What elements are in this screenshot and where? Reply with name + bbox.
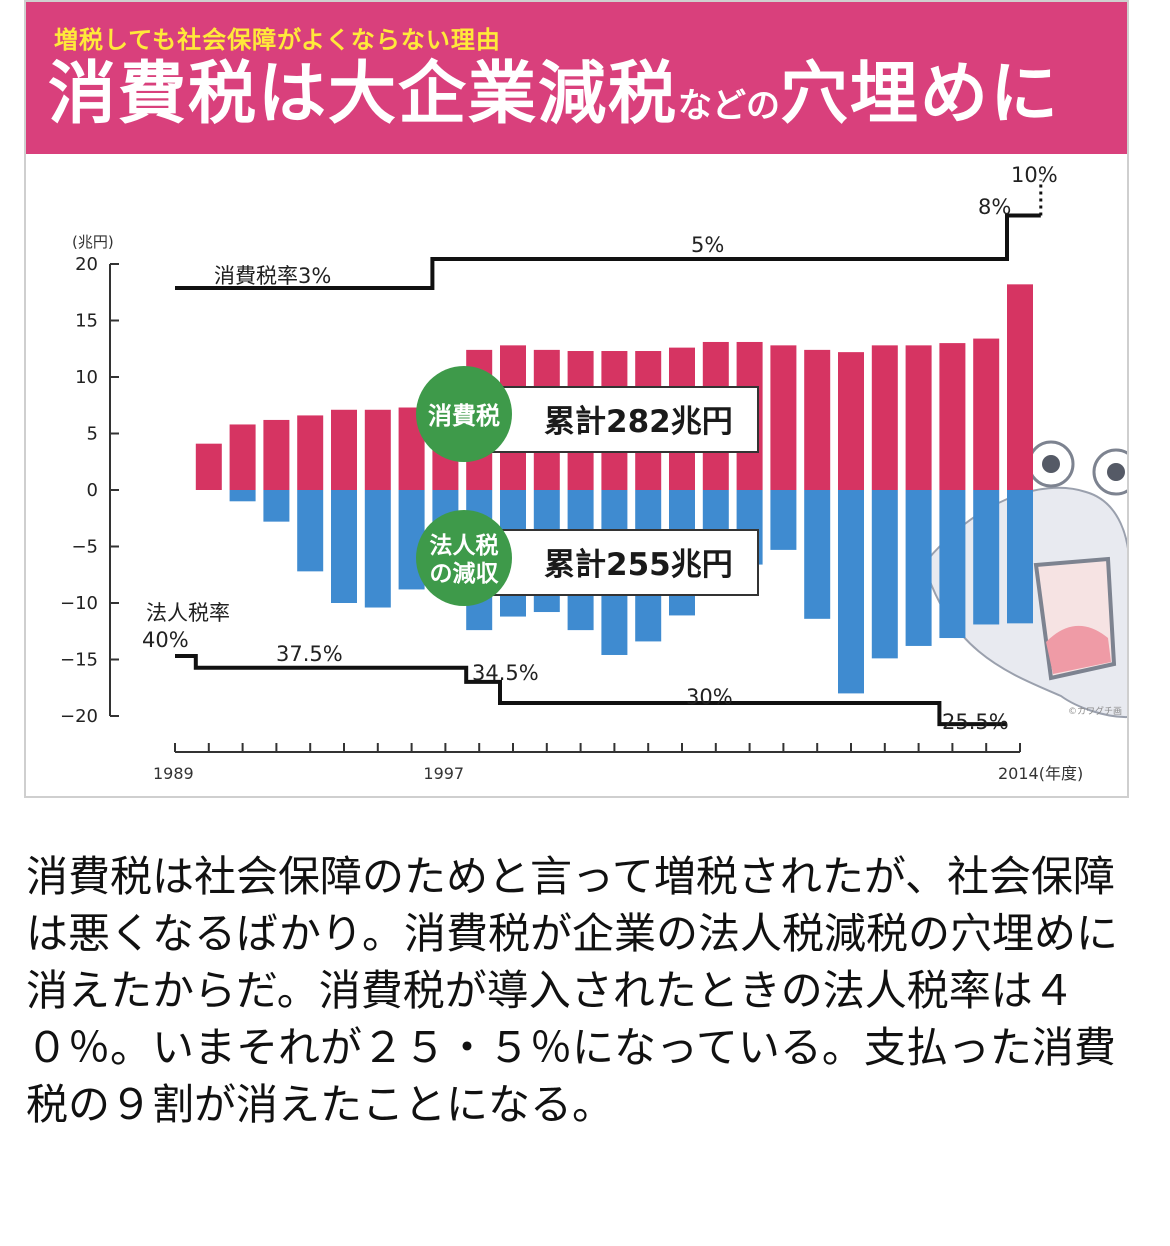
corporate-rate-40-label: 40% [142,628,189,652]
title-part-1: 消費税は大企業減税 [48,55,679,134]
x-tick-label-1989: 1989 [153,764,194,783]
title-part-small: などの [678,86,781,126]
rate-lines-layer [175,179,1043,727]
mascot-pupil-right [1107,463,1125,481]
chart-subtitle: 増税しても社会保障がよくならない理由 [54,26,501,54]
consumption-total-box [481,386,759,453]
corporate-tax-bar-2014 [1007,490,1033,624]
corporate-tax-bar-1995 [364,490,391,608]
corporate-badge-line-1: 法人税 [430,532,499,559]
consumption-tax-bar-1995 [364,409,391,490]
y-tick-label-15: 15 [75,311,98,332]
consumption-rate-8-label: 8% [978,195,1011,219]
consumption-tax-bar-1993 [297,415,324,490]
consumption-tax-bar-2010 [871,345,898,490]
article-caption: 消費税は社会保障のためと言って増税されたが、社会保障は悪くなるばかり。消費税が企… [26,852,1119,1129]
corporate-tax-bar-2011 [905,490,932,646]
y-tick-label-10: 10 [75,367,98,388]
consumption-tax-bar-2012 [939,343,966,490]
y-tick-label--5: −5 [71,537,98,558]
corporate-tax-bar-2013 [973,490,1000,625]
corporate-tax-bar-2008 [804,490,831,619]
corporate-tax-rate-line [175,654,1007,727]
corporate-tax-bar-2009 [838,490,864,694]
consumption-tax-bar-1990 [195,443,222,490]
consumption-tax-bar-1994 [331,409,357,490]
corporate-tax-bar-1994 [331,490,357,603]
mascot-credit: ©カワグチ画 [1068,705,1122,717]
consumption-annotation: 消費税 累計282兆円 [416,366,759,462]
corporate-rate-37-5-label: 37.5% [276,642,343,666]
bars-layer [195,284,1033,694]
corporate-total-label: 累計255兆円 [544,547,733,583]
mascot-pupil-left [1042,455,1060,473]
y-tick-label-5: 5 [87,424,98,445]
consumption-tax-bar-1991 [229,424,256,490]
consumption-tax-bar-2009 [838,352,864,490]
consumption-tax-bar-2011 [905,345,932,490]
corporate-tax-bar-2010 [871,490,898,659]
y-axis-unit: (兆円) [72,233,114,251]
y-tick-label-0: 0 [87,480,98,501]
x-tick-label-1997: 1997 [423,764,464,783]
corporate-total-box [481,529,759,596]
consumption-badge-text: 消費税 [428,402,500,430]
corporate-rate-34-5-label: 34.5% [472,661,539,685]
chart-figure: 増税しても社会保障がよくならない理由 消費税は大企業減税などの穴埋めに ©カワグ… [24,0,1129,798]
corporate-tax-bar-2012 [939,490,966,639]
title-part-2: 穴埋めに [780,55,1061,134]
corporate-tax-bar-1993 [297,490,324,572]
corporate-rate-30-label: 30% [686,685,733,709]
y-tick-label--15: −15 [60,650,98,671]
consumption-tax-bar-2013 [973,338,1000,490]
corporate-badge [416,510,512,606]
consumption-badge [416,366,512,462]
y-tick-label--10: −10 [60,593,98,614]
corporate-badge-text: 法人税の減収 [430,532,500,587]
consumption-rate-3-label: 消費税率3% [214,264,331,288]
corporate-tax-bar-1992 [263,490,290,522]
y-tick-label-20: 20 [75,254,98,275]
corporate-tax-bar-1991 [229,490,256,502]
consumption-tax-bar-2014 [1007,284,1033,490]
chart-header: 増税しても社会保障がよくならない理由 消費税は大企業減税などの穴埋めに [26,2,1127,154]
mascot-tongue [1046,625,1111,674]
y-tick-label--20: −20 [60,706,98,727]
corporate-rate-25-5-label: 25.5% [942,710,1009,734]
consumption-total-label: 累計282兆円 [544,404,733,440]
corporate-badge-line-2: の減収 [430,561,500,587]
chart-title: 消費税は大企業減税などの穴埋めに [48,54,1060,136]
corporate-rate-title: 法人税率 [146,601,230,625]
consumption-rate-5-label: 5% [691,233,724,257]
corporate-annotation: 法人税の減収 累計255兆円 [416,510,759,606]
rate-labels-layer: 消費税率3% 5% 8% 10% 法人税率 40% 37.5% 34.5% 30… [142,163,1058,734]
consumption-tax-bar-1992 [263,419,290,490]
consumption-tax-rate-line [175,213,1041,290]
corporate-tax-bar-2007 [770,490,797,550]
consumption-tax-bar-2007 [770,345,797,490]
consumption-tax-bar-2008 [804,349,831,490]
consumption-rate-10-label: 10% [1011,163,1058,187]
x-tick-label-2014: 2014(年度) [998,764,1083,783]
axes-layer: 20 15 10 5 0 −5 −10 −15 −20 (兆円) 1989 1997 2014(年度) [60,233,1083,783]
